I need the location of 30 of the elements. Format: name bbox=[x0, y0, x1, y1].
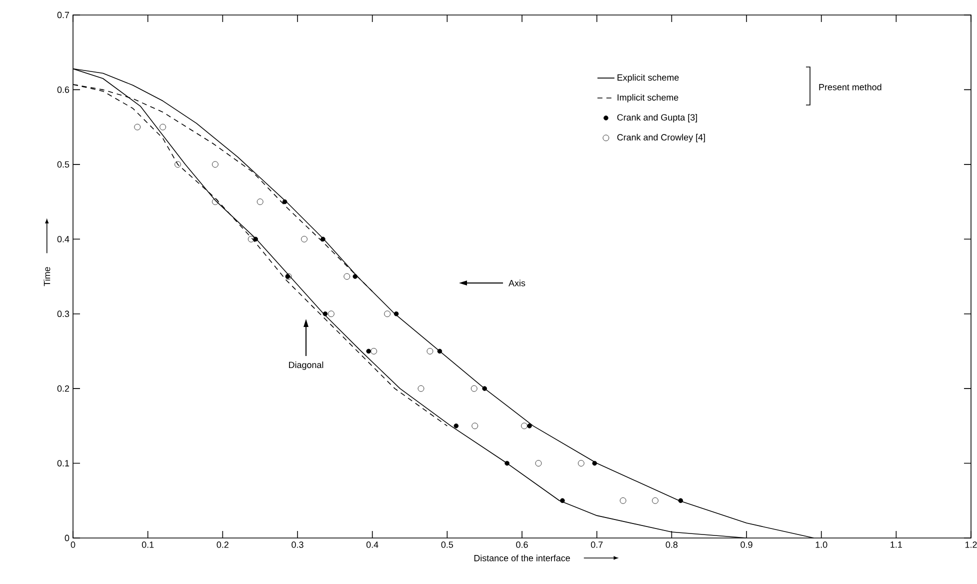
x-tick-label: 0.2 bbox=[216, 542, 228, 548]
x-tick-label: 0.1 bbox=[142, 542, 154, 548]
x-tick-label: 0.5 bbox=[441, 542, 454, 548]
x-tick-label: 1.2 bbox=[965, 542, 977, 548]
legend-label: Implicit scheme bbox=[618, 94, 678, 102]
x-tick-label: 0 bbox=[70, 542, 76, 548]
legend-label: Explicit scheme bbox=[618, 74, 679, 82]
y-tick-label: 0.5 bbox=[57, 161, 70, 168]
x-tick-label: 0.3 bbox=[292, 542, 304, 548]
x-tick-label: 0.9 bbox=[740, 542, 752, 548]
y-tick-label: 0.4 bbox=[57, 236, 70, 242]
y-tick-label: 0 bbox=[64, 534, 70, 542]
x-tick-label: 0.8 bbox=[666, 542, 678, 548]
y-tick-label: 0.3 bbox=[57, 310, 70, 318]
annotation: Axis bbox=[508, 280, 526, 286]
y-axis-title: Time bbox=[44, 267, 50, 286]
x-axis-title: Distance of the interface bbox=[474, 554, 570, 562]
legend-label: Crank and Crowley [4] bbox=[617, 134, 705, 142]
annotation: Present method bbox=[819, 84, 882, 90]
y-tick-label: 0.2 bbox=[57, 385, 70, 392]
x-tick-label: 0.7 bbox=[590, 542, 603, 548]
legend-label: Crank and Gupta [3] bbox=[617, 114, 697, 122]
y-tick-label: 0.6 bbox=[57, 86, 70, 93]
x-tick-label: 1.0 bbox=[816, 542, 828, 548]
x-tick-label: 0.6 bbox=[516, 542, 528, 548]
x-tick-label: 1.1 bbox=[890, 542, 902, 548]
annotation: Diagonal bbox=[289, 362, 324, 370]
x-tick-label: 0.4 bbox=[366, 542, 378, 548]
y-tick-label: 0.1 bbox=[57, 460, 70, 466]
y-tick-label: 0.7 bbox=[57, 12, 70, 18]
